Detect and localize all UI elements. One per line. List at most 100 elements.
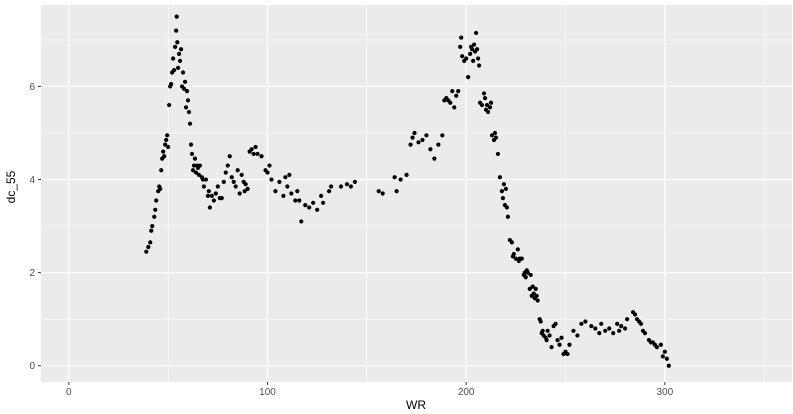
data-point: [253, 144, 258, 150]
data-point: [515, 247, 520, 252]
data-point: [394, 189, 399, 194]
data-point: [458, 44, 463, 49]
data-point: [235, 168, 240, 173]
data-point: [162, 154, 167, 159]
data-point: [476, 63, 482, 68]
data-point: [231, 179, 236, 184]
data-point: [428, 147, 433, 152]
axis-ticks: [38, 85, 666, 385]
data-point: [192, 156, 198, 161]
data-point: [603, 328, 608, 333]
data-point: [229, 175, 234, 180]
data-point: [571, 328, 576, 333]
data-point: [589, 324, 594, 329]
data-point: [412, 130, 417, 136]
data-point: [174, 14, 179, 19]
data-point: [281, 193, 286, 198]
data-point: [209, 193, 214, 198]
data-point: [237, 191, 242, 196]
data-point: [267, 163, 272, 168]
data-point: [187, 121, 193, 126]
data-point: [456, 89, 461, 94]
data-point: [178, 47, 184, 52]
data-point: [164, 137, 169, 143]
data-point: [666, 363, 671, 368]
data-point: [177, 58, 183, 63]
data-point: [152, 214, 157, 219]
data-point: [474, 30, 479, 36]
data-point: [328, 184, 334, 189]
data-point: [488, 100, 494, 105]
data-point: [597, 331, 602, 336]
data-point: [555, 338, 560, 343]
data-point: [533, 286, 538, 292]
data-point: [175, 40, 180, 45]
data-point: [380, 191, 385, 196]
data-point: [619, 324, 624, 329]
data-point: [485, 109, 491, 115]
data-point: [495, 151, 501, 157]
data-point: [174, 28, 179, 33]
data-point: [144, 249, 149, 254]
data-point: [190, 168, 196, 173]
data-point: [454, 93, 459, 98]
data-point: [245, 186, 250, 191]
data-point: [450, 89, 455, 94]
data-point: [549, 344, 554, 350]
data-point: [319, 193, 324, 198]
data-point: [158, 186, 163, 191]
data-point: [146, 244, 151, 250]
data-point: [436, 142, 441, 147]
x-axis-title: WR: [406, 398, 426, 412]
data-point: [540, 328, 545, 333]
data-point: [484, 102, 490, 108]
data-point: [295, 189, 300, 194]
data-point: [211, 198, 216, 203]
data-point: [615, 321, 620, 326]
data-point: [242, 189, 247, 194]
data-point: [251, 151, 256, 157]
data-point: [201, 184, 207, 189]
data-point: [487, 105, 493, 110]
data-point: [583, 319, 588, 324]
data-point: [315, 207, 320, 212]
data-point: [392, 175, 397, 180]
data-point: [534, 293, 539, 298]
data-point: [163, 142, 168, 147]
data-point: [662, 349, 667, 354]
data-point: [159, 168, 164, 173]
data-point: [182, 79, 188, 84]
data-point: [448, 100, 453, 105]
data-point: [166, 144, 171, 150]
data-point: [289, 191, 294, 196]
x-tick-label: 0: [66, 387, 72, 398]
data-point: [500, 196, 506, 201]
data-point: [471, 58, 476, 63]
data-point: [617, 328, 622, 333]
data-point: [509, 240, 514, 245]
data-point: [188, 142, 194, 147]
data-point: [528, 272, 533, 278]
data-point: [470, 47, 475, 52]
data-point: [472, 42, 477, 47]
data-point: [153, 207, 158, 212]
data-point: [499, 189, 505, 194]
data-point: [277, 179, 282, 184]
data-point: [460, 54, 465, 59]
data-point: [440, 133, 445, 138]
data-point: [259, 154, 264, 159]
data-point: [513, 256, 518, 261]
data-point: [215, 184, 220, 189]
data-point: [557, 342, 562, 347]
data-point: [527, 286, 532, 292]
data-point: [205, 193, 210, 198]
data-point: [475, 56, 481, 61]
y-tick-label: 2: [29, 268, 35, 279]
data-point: [181, 86, 187, 91]
plot-panel: [41, 5, 792, 382]
data-point: [489, 133, 495, 138]
data-point: [171, 56, 176, 61]
data-point: [200, 177, 206, 182]
y-tick-label: 4: [29, 175, 35, 186]
data-point: [311, 200, 316, 205]
